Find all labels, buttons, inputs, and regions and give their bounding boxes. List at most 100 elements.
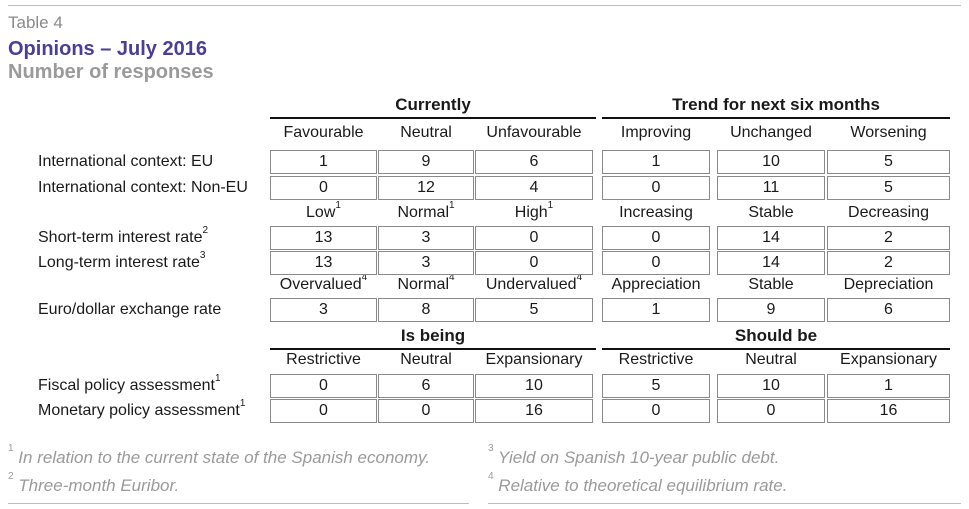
group-head-currently: Currently bbox=[395, 95, 471, 114]
table-cell: 6 bbox=[378, 374, 474, 398]
column-header: Neutral bbox=[745, 351, 797, 368]
column-header-text: Decreasing bbox=[848, 204, 929, 221]
column-header-text: Low bbox=[306, 204, 336, 221]
table-cell: 5 bbox=[602, 374, 710, 398]
table-cell: 3 bbox=[378, 226, 474, 250]
row-label-text: International context: Non-EU bbox=[38, 179, 248, 196]
footnote-1: 1 In relation to the current state of th… bbox=[8, 444, 430, 468]
table-cell: 0 bbox=[270, 176, 377, 200]
column-header: Neutral bbox=[400, 351, 452, 368]
table-cell: 10 bbox=[475, 374, 593, 398]
column-header: Stable bbox=[717, 204, 825, 222]
group-rule-trend bbox=[602, 117, 950, 119]
column-header: Overvalued4 bbox=[270, 272, 377, 294]
row-label-text: Euro/dollar exchange rate bbox=[38, 301, 222, 318]
table-cell: 16 bbox=[475, 399, 593, 423]
table-cell: 0 bbox=[378, 399, 474, 423]
column-header: Favourable bbox=[283, 124, 364, 141]
table-cell: 0 bbox=[270, 399, 377, 423]
column-header-text: Appreciation bbox=[611, 276, 701, 293]
column-header: Low1 bbox=[270, 200, 377, 222]
column-header: High1 bbox=[475, 200, 593, 222]
column-header: Normal1 bbox=[378, 200, 474, 222]
footnote-marker: 4 bbox=[361, 271, 368, 283]
table-cell: 10 bbox=[717, 374, 825, 398]
footnote-3: 3 Yield on Spanish 10-year public debt. bbox=[488, 444, 780, 468]
row-label-text: Fiscal policy assessment bbox=[38, 377, 215, 394]
row-label: Euro/dollar exchange rate bbox=[38, 301, 221, 319]
group-head-is-being: Is being bbox=[400, 326, 466, 345]
footnote-2-num: 2 bbox=[8, 471, 14, 483]
table-cell: 5 bbox=[827, 150, 950, 174]
column-header: Increasing bbox=[602, 204, 710, 222]
column-header-text: Undervalued bbox=[485, 276, 577, 293]
footnote-marker: 1 bbox=[449, 199, 455, 211]
table-cell: 0 bbox=[717, 399, 825, 423]
row-label: International context: EU bbox=[38, 153, 213, 171]
column-header: Neutral bbox=[400, 124, 452, 141]
table-title: Opinions – July 2016 bbox=[8, 38, 207, 60]
row-label-text: International context: EU bbox=[38, 153, 214, 170]
group-rule-should-be bbox=[602, 348, 950, 350]
column-header: Appreciation bbox=[602, 276, 710, 294]
column-header: Worsening bbox=[850, 124, 927, 141]
table-cell: 9 bbox=[378, 150, 474, 174]
footnote-4: 4 Relative to theoretical equilibrium ra… bbox=[488, 472, 788, 496]
footnote-marker: 1 bbox=[547, 199, 554, 211]
column-header: Normal4 bbox=[378, 272, 474, 294]
table-cell: 4 bbox=[475, 176, 593, 200]
bottom-rule-right bbox=[488, 503, 961, 504]
column-header-text: Normal bbox=[397, 204, 449, 221]
footnote-marker: 1 bbox=[335, 199, 341, 211]
footnote-2: 2 Three-month Euribor. bbox=[8, 472, 180, 496]
table-cell: 5 bbox=[827, 176, 950, 200]
footnote-marker: 3 bbox=[199, 249, 206, 261]
table-cell: 6 bbox=[827, 298, 950, 322]
row-label: Long-term interest rate3 bbox=[38, 250, 205, 272]
column-header-text: Overvalued bbox=[279, 276, 362, 293]
table-subtitle: Number of responses bbox=[8, 61, 214, 83]
table-cell: 1 bbox=[827, 374, 950, 398]
column-header-text: High bbox=[514, 204, 548, 221]
footnote-3-num: 3 bbox=[488, 443, 494, 455]
footnote-marker: 2 bbox=[202, 224, 209, 236]
column-header: Expansionary bbox=[485, 351, 583, 368]
table-cell: 14 bbox=[717, 226, 825, 250]
table-cell: 0 bbox=[475, 226, 593, 250]
group-rule-is-being bbox=[270, 348, 596, 350]
row-label-text: Long-term interest rate bbox=[38, 254, 200, 271]
column-header: Unchanged bbox=[730, 124, 812, 141]
footnote-4-text: Relative to theoretical equilibrium rate… bbox=[498, 476, 788, 495]
footnote-3-text: Yield on Spanish 10-year public debt. bbox=[497, 448, 780, 467]
table-cell: 13 bbox=[270, 226, 377, 250]
table-cell: 0 bbox=[602, 399, 710, 423]
table-cell: 9 bbox=[717, 298, 825, 322]
column-header: Stable bbox=[717, 276, 825, 294]
footnote-2-text: Three-month Euribor. bbox=[18, 476, 180, 495]
column-header-text: Normal bbox=[397, 276, 449, 293]
table-cell: 8 bbox=[378, 298, 474, 322]
table-cell: 6 bbox=[475, 150, 593, 174]
table-cell: 11 bbox=[717, 176, 825, 200]
table-cell: 1 bbox=[270, 150, 377, 174]
table-label: Table 4 bbox=[8, 13, 63, 32]
column-header-text: Stable bbox=[748, 204, 794, 221]
column-header: Restrictive bbox=[618, 351, 694, 368]
table-cell: 3 bbox=[378, 251, 474, 275]
table-cell: 2 bbox=[827, 251, 950, 275]
table-cell: 0 bbox=[602, 226, 710, 250]
table-cell: 1 bbox=[602, 150, 710, 174]
top-rule bbox=[8, 5, 961, 6]
row-label-text: Short-term interest rate bbox=[38, 229, 203, 246]
column-header: Unfavourable bbox=[486, 124, 582, 141]
column-header: Improving bbox=[620, 124, 692, 141]
column-header: Restrictive bbox=[286, 351, 361, 368]
group-rule-currently bbox=[270, 117, 596, 119]
bottom-rule-left bbox=[8, 503, 469, 504]
table-cell: 1 bbox=[602, 298, 710, 322]
row-label: Fiscal policy assessment1 bbox=[38, 373, 221, 395]
table-cell: 12 bbox=[378, 176, 474, 200]
row-label: Monetary policy assessment1 bbox=[38, 398, 245, 420]
row-label-text: Monetary policy assessment bbox=[38, 402, 240, 419]
footnote-1-num: 1 bbox=[8, 443, 14, 455]
